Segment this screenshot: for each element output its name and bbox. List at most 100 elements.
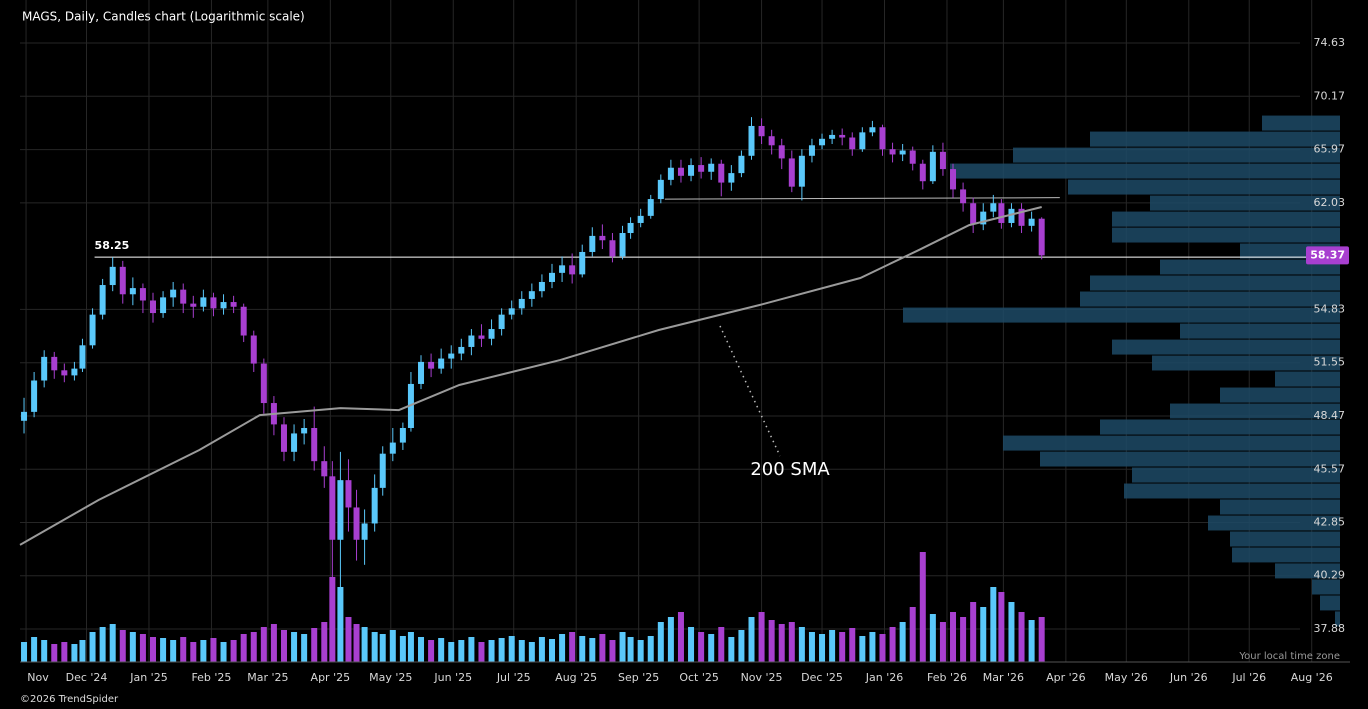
- candles: [21, 117, 1045, 615]
- x-tick-label: Jun '25: [433, 671, 472, 684]
- candle-body: [220, 302, 227, 309]
- volume-bar: [301, 634, 308, 662]
- candle-body: [311, 427, 318, 462]
- volume-bar: [990, 587, 997, 662]
- volume-bar: [970, 602, 977, 662]
- candle-body: [899, 150, 906, 155]
- candle-body: [778, 145, 785, 159]
- volume-bar: [778, 624, 785, 662]
- volume-bar: [788, 622, 795, 662]
- x-tick-label: Nov '25: [741, 671, 783, 684]
- level-lines: 58.25: [94, 197, 1314, 258]
- volume-bar: [389, 630, 396, 662]
- level-line: [664, 197, 1060, 200]
- candle-body: [998, 203, 1005, 223]
- candle-body: [919, 163, 926, 182]
- volume-bar: [190, 642, 197, 662]
- sma-annotation: 200 SMA: [750, 459, 830, 480]
- candle-body: [379, 453, 386, 488]
- volume: [21, 552, 1045, 662]
- candle-body: [950, 169, 957, 190]
- candle-body: [119, 266, 126, 295]
- annotation-pointer: [719, 325, 781, 457]
- x-tick-label: Jan '26: [865, 671, 903, 684]
- volume-bar: [688, 627, 695, 662]
- x-tick-label: Jul '25: [496, 671, 531, 684]
- volume-bar: [829, 630, 836, 662]
- volume-bar: [230, 640, 237, 662]
- candle-body: [498, 314, 505, 330]
- candle-body: [798, 155, 805, 187]
- volume-bar: [839, 632, 846, 662]
- candle-body: [768, 136, 775, 146]
- volume-bar: [200, 640, 207, 662]
- candle-body: [438, 358, 445, 369]
- volume-bar: [150, 637, 156, 662]
- candle-body: [960, 189, 967, 204]
- volume-bar: [559, 634, 566, 662]
- y-tick-label: 48.47: [1314, 409, 1346, 422]
- profile-bar: [1080, 291, 1340, 307]
- x-tick-label: Oct '25: [679, 671, 719, 684]
- candle-body: [389, 442, 396, 454]
- volume-bar: [478, 642, 485, 662]
- volume-bar: [998, 592, 1005, 662]
- candle-body: [321, 461, 328, 477]
- profile-bar: [1170, 403, 1340, 419]
- candle-body: [200, 297, 207, 307]
- x-tick-label: Dec '25: [801, 671, 843, 684]
- volume-bar: [399, 636, 406, 662]
- profile-bar: [1262, 115, 1340, 131]
- x-tick-label: May '26: [1105, 671, 1148, 684]
- profile-bar: [1112, 339, 1340, 355]
- candle-body: [647, 199, 654, 216]
- volume-bar: [657, 622, 664, 662]
- volume-bar: [929, 614, 936, 662]
- volume-bar: [579, 636, 586, 662]
- candle-body: [361, 523, 368, 540]
- volume-bar: [139, 634, 146, 662]
- volume-bar: [849, 628, 856, 662]
- volume-bar: [41, 640, 48, 662]
- candle-body: [345, 480, 352, 508]
- candle-body: [99, 285, 106, 315]
- candle-body: [230, 302, 237, 307]
- volume-bar: [1018, 612, 1025, 662]
- candle-body: [939, 151, 946, 170]
- volume-bar: [311, 628, 318, 662]
- volume-bar: [738, 630, 745, 662]
- volume-bar: [960, 617, 967, 662]
- candle-body: [518, 298, 525, 309]
- volume-bar: [371, 632, 378, 662]
- candle-body: [990, 203, 997, 212]
- volume-bar: [647, 636, 654, 662]
- candle-body: [488, 329, 495, 339]
- volume-bar: [321, 622, 328, 662]
- candle-body: [353, 507, 360, 540]
- candle-body: [139, 288, 146, 301]
- y-tick-label: 54.83: [1314, 302, 1346, 315]
- volume-bar: [919, 552, 926, 662]
- profile-bar: [1013, 147, 1340, 163]
- sma-line: [19, 206, 1042, 546]
- volume-bar: [508, 636, 515, 662]
- volume-bar: [980, 607, 987, 662]
- candle-body: [889, 149, 896, 155]
- volume-bar: [950, 612, 957, 662]
- profile-bar: [1320, 595, 1340, 611]
- candle-body: [301, 427, 308, 434]
- candle-body: [109, 266, 116, 286]
- volume-bar: [869, 632, 876, 662]
- volume-bar: [220, 642, 227, 662]
- candle-body: [468, 335, 475, 347]
- volume-bar: [498, 638, 505, 662]
- volume-bar: [379, 634, 386, 662]
- profile-bar: [1312, 579, 1340, 595]
- x-tick-label: Feb '26: [927, 671, 967, 684]
- sma: [19, 206, 1042, 546]
- volume-bar: [31, 637, 38, 662]
- candle-body: [980, 211, 987, 225]
- volume-bar: [939, 622, 946, 662]
- y-tick-label: 42.85: [1314, 515, 1346, 528]
- volume-bar: [599, 634, 606, 662]
